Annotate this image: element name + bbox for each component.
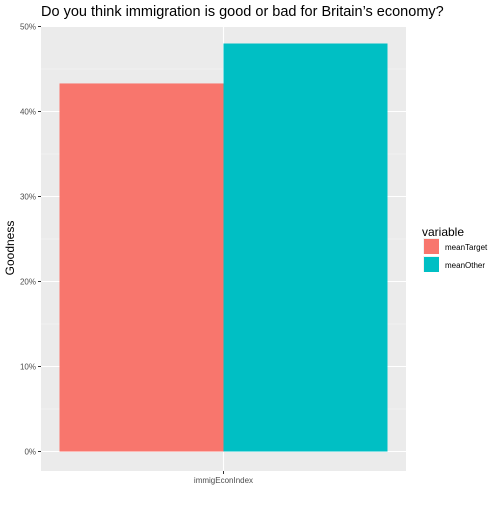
x-axis: immigEconIndex <box>194 471 253 485</box>
y-axis-label: Goodness <box>3 221 17 276</box>
y-tick-label: 10% <box>20 363 36 372</box>
y-tick-label: 40% <box>20 108 36 117</box>
y-tick-label: 30% <box>20 193 36 202</box>
legend-key-meanTarget <box>424 239 439 254</box>
x-tick-label: immigEconIndex <box>194 476 253 485</box>
legend-key-meanOther <box>424 257 439 272</box>
y-tick-label: 0% <box>24 448 36 457</box>
y-tick-label: 50% <box>20 23 36 32</box>
bars <box>59 43 388 452</box>
legend: variable meanTarget meanOther <box>422 225 488 272</box>
legend-label-meanOther: meanOther <box>445 261 485 270</box>
legend-title: variable <box>422 225 464 239</box>
bar-meanOther <box>223 43 388 452</box>
y-axis: 0% 10% 20% 30% 40% 50% <box>20 23 41 457</box>
bar-meanTarget <box>59 83 224 452</box>
y-tick-label: 20% <box>20 278 36 287</box>
legend-label-meanTarget: meanTarget <box>445 243 488 252</box>
chart-title: Do you think immigration is good or bad … <box>41 4 444 20</box>
